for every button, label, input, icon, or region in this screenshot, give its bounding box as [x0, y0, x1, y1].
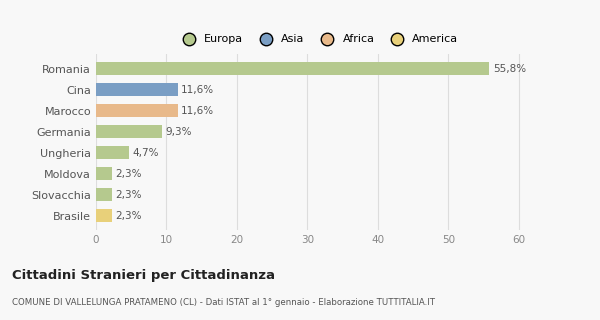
Text: 11,6%: 11,6% [181, 85, 214, 95]
Legend: Europa, Asia, Africa, America: Europa, Asia, Africa, America [173, 30, 463, 49]
Bar [96, 167, 112, 180]
Text: Cittadini Stranieri per Cittadinanza: Cittadini Stranieri per Cittadinanza [12, 269, 275, 282]
Bar [96, 104, 178, 117]
Bar [96, 209, 112, 222]
Text: 55,8%: 55,8% [493, 64, 526, 74]
Bar [96, 188, 112, 201]
Text: 2,3%: 2,3% [116, 190, 142, 200]
Bar [96, 84, 178, 96]
Text: 4,7%: 4,7% [133, 148, 159, 158]
Text: 2,3%: 2,3% [116, 169, 142, 179]
Text: 11,6%: 11,6% [181, 106, 214, 116]
Bar [96, 125, 161, 139]
Text: COMUNE DI VALLELUNGA PRATAMENO (CL) - Dati ISTAT al 1° gennaio - Elaborazione TU: COMUNE DI VALLELUNGA PRATAMENO (CL) - Da… [12, 298, 435, 307]
Bar [96, 146, 129, 159]
Bar [96, 62, 489, 76]
Text: 2,3%: 2,3% [116, 211, 142, 221]
Text: 9,3%: 9,3% [165, 127, 191, 137]
